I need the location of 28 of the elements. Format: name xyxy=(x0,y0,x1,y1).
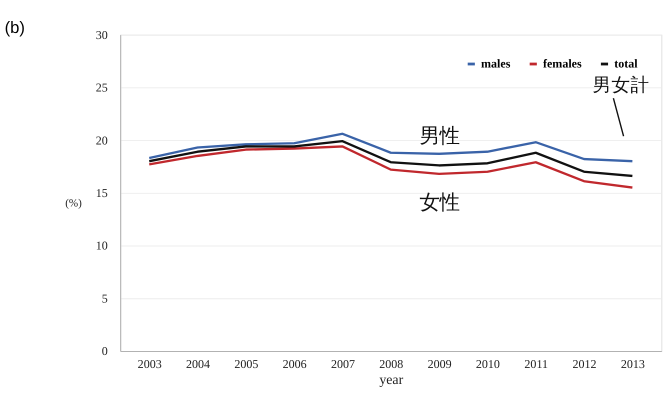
x-tick-label: 2013 xyxy=(620,357,645,372)
y-tick-label: 5 xyxy=(102,291,108,306)
annotation: 女性 xyxy=(420,190,460,214)
x-tick-label: 2003 xyxy=(138,357,162,372)
y-tick-label: 20 xyxy=(96,133,108,148)
x-tick-label: 2012 xyxy=(572,357,597,372)
x-tick-label: 2010 xyxy=(476,357,500,372)
y-tick-label: 0 xyxy=(102,344,108,358)
x-tick-label: 2009 xyxy=(428,357,452,372)
x-tick-label: 2006 xyxy=(282,357,307,372)
x-tick-label: 2005 xyxy=(234,357,258,372)
annotation: 男女計 xyxy=(592,74,650,96)
legend-label: males xyxy=(481,56,511,71)
legend-label: females xyxy=(542,56,582,71)
legend-label: total xyxy=(614,56,638,71)
line-series xyxy=(148,145,634,189)
y-tick-label: 10 xyxy=(96,238,108,253)
y-axis-title: (%) xyxy=(65,197,82,210)
x-tick-label: 2008 xyxy=(379,357,404,372)
y-tick-label: 30 xyxy=(96,28,108,42)
annotation: 男性 xyxy=(420,123,460,148)
y-tick-label: 25 xyxy=(96,80,108,95)
chart-title: (b) xyxy=(4,18,25,37)
x-axis-title: year xyxy=(379,372,404,388)
x-tick-label: 2007 xyxy=(330,357,355,372)
x-tick-label: 2011 xyxy=(524,357,548,372)
y-tick-label: 15 xyxy=(96,186,108,200)
x-tick-label: 2004 xyxy=(186,357,210,372)
